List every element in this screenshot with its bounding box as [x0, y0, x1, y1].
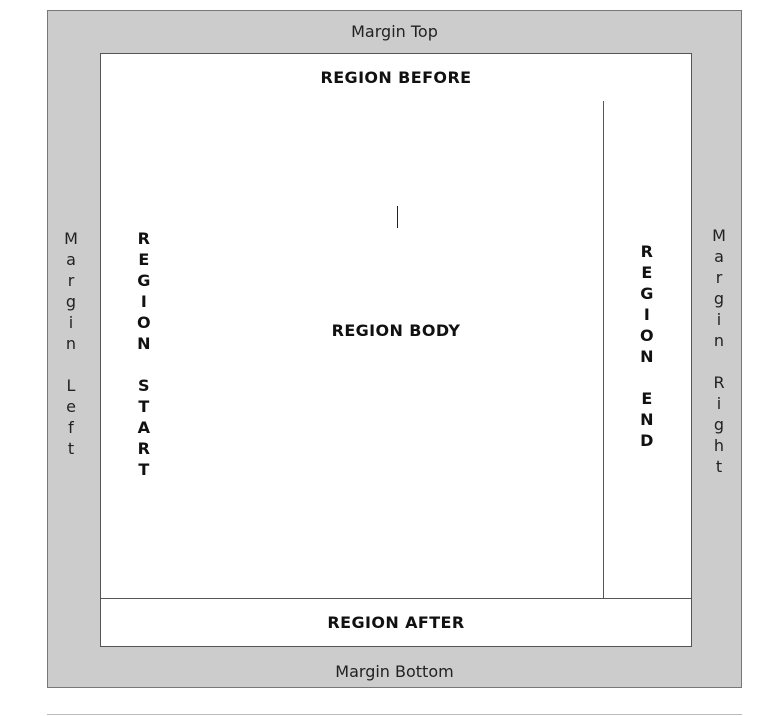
divider — [47, 714, 742, 715]
region-end-label: R E G I O N E N D — [639, 242, 654, 450]
text-cursor — [397, 206, 398, 228]
region-end: R E G I O N E N D — [603, 101, 692, 599]
region-body-label: REGION BODY — [331, 321, 461, 340]
region-start-label: R E G I O N S T A R T — [136, 229, 151, 479]
region-before: REGION BEFORE — [100, 53, 692, 102]
margin-top-label: Margin Top — [351, 22, 438, 41]
region-after-label: REGION AFTER — [327, 613, 465, 632]
page-layout-diagram: Margin Top M a r g i n L e f t M a r g i… — [47, 10, 742, 688]
region-after: REGION AFTER — [100, 598, 692, 647]
region-body[interactable]: REGION BODY — [188, 101, 604, 599]
region-start: R E G I O N S T A R T — [100, 101, 189, 599]
margin-right-label: M a r g i n R i g h t — [712, 226, 726, 476]
margin-left-label: M a r g i n L e f t — [64, 229, 78, 458]
region-before-label: REGION BEFORE — [320, 68, 472, 87]
margin-bottom-label: Margin Bottom — [335, 662, 454, 681]
